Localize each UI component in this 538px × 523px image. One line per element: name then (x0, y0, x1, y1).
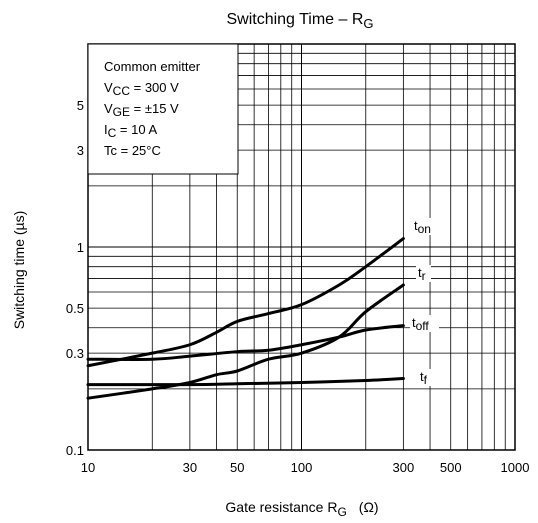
series-label-tr: tr (418, 265, 426, 283)
series-label-toff: toff (412, 315, 429, 333)
series-line-toff (86, 324, 405, 361)
series-label-background (410, 315, 439, 332)
series-label-ton: ton (414, 218, 431, 236)
condition-vge: VGE = ±15 V (104, 101, 179, 119)
conditions-box: Common emitter VCC = 300 V VGE = ±15 V I… (87, 43, 239, 175)
x-tick-label: 100 (291, 460, 313, 475)
y-axis-label: Switching time (µs) (11, 211, 27, 330)
chart-title: Switching Time – RG (226, 11, 373, 31)
x-tick-label: 50 (230, 460, 244, 475)
plot-frame (87, 43, 516, 451)
grid (87, 43, 516, 451)
y-tick-label: 0.1 (66, 443, 84, 458)
series-line-tf (86, 377, 405, 387)
x-axis-label: Gate resistance RG (Ω) (225, 499, 378, 519)
series-label-tf: tf (420, 369, 428, 387)
series-label-background (412, 218, 434, 235)
x-tick-label: 1000 (501, 460, 530, 475)
y-tick-label: 3 (77, 143, 84, 158)
curves (86, 237, 405, 400)
series-line-tr (86, 283, 405, 400)
series-label-background (418, 369, 433, 386)
series-label-background (416, 265, 431, 282)
condition-common-emitter: Common emitter (104, 59, 201, 74)
y-tick-label: 0.5 (66, 301, 84, 316)
condition-ic: IC = 10 A (104, 122, 157, 140)
y-tick-label: 5 (77, 98, 84, 113)
x-tick-label: 300 (393, 460, 415, 475)
x-tick-label: 500 (440, 460, 462, 475)
tick-labels: 10 30 50 100 300 500 1000 0.1 0.3 0.5 1 3 5 (66, 98, 530, 475)
y-tick-label: 1 (77, 240, 84, 255)
series-line-ton (86, 237, 405, 368)
x-tick-label: 10 (81, 460, 95, 475)
condition-vcc: VCC = 300 V (104, 80, 179, 98)
y-tick-label: 0.3 (66, 346, 84, 361)
series-labels: ton tr toff tf (410, 218, 439, 387)
condition-tc: Tc = 25°C (104, 143, 161, 158)
x-tick-label: 30 (183, 460, 197, 475)
